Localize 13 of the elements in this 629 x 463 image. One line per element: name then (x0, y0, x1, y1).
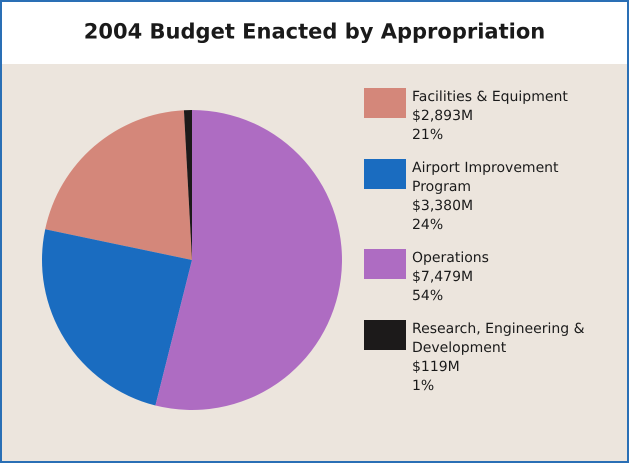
data-label: $119M (412, 358, 461, 377)
data-label: $3,380M (412, 197, 474, 216)
text: 21% (412, 126, 444, 145)
legend-label: Facilities & Equipment (412, 88, 569, 107)
data-label: $7,479M (412, 268, 474, 287)
chart-title: 2004 Budget Enacted by Appropriation (84, 20, 546, 44)
legend-label: Operations (412, 249, 490, 268)
text: 24% (412, 216, 444, 235)
data-label: $2,893M (412, 107, 474, 126)
text: 1% (412, 377, 436, 396)
text: 54% (412, 287, 444, 306)
legend-label: Research, Engineering & Development (412, 320, 586, 358)
legend-label: Airport Improvement Program (412, 159, 560, 197)
